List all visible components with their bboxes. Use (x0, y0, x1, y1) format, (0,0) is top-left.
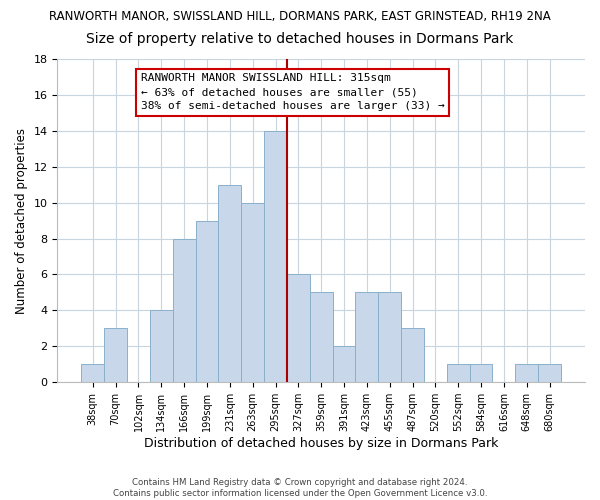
Text: Size of property relative to detached houses in Dormans Park: Size of property relative to detached ho… (86, 32, 514, 46)
Bar (470, 364, 493, 382)
Bar (447, 364, 470, 382)
Text: RANWORTH MANOR SWISSLAND HILL: 315sqm
← 63% of detached houses are smaller (55)
: RANWORTH MANOR SWISSLAND HILL: 315sqm ← … (141, 74, 445, 112)
Bar (241, 202, 264, 382)
Text: RANWORTH MANOR, SWISSLAND HILL, DORMANS PARK, EAST GRINSTEAD, RH19 2NA: RANWORTH MANOR, SWISSLAND HILL, DORMANS … (49, 10, 551, 23)
Bar (332, 346, 355, 382)
Bar (196, 220, 218, 382)
Bar (538, 364, 561, 382)
Bar (355, 292, 379, 382)
X-axis label: Distribution of detached houses by size in Dormans Park: Distribution of detached houses by size … (144, 437, 499, 450)
Bar (310, 292, 332, 382)
Y-axis label: Number of detached properties: Number of detached properties (15, 128, 28, 314)
Bar (218, 184, 241, 382)
Text: Contains HM Land Registry data © Crown copyright and database right 2024.
Contai: Contains HM Land Registry data © Crown c… (113, 478, 487, 498)
Bar (287, 274, 310, 382)
Bar (515, 364, 538, 382)
Bar (401, 328, 424, 382)
Bar (104, 328, 127, 382)
Bar (82, 364, 104, 382)
Bar (264, 131, 287, 382)
Bar (150, 310, 173, 382)
Bar (173, 238, 196, 382)
Bar (379, 292, 401, 382)
